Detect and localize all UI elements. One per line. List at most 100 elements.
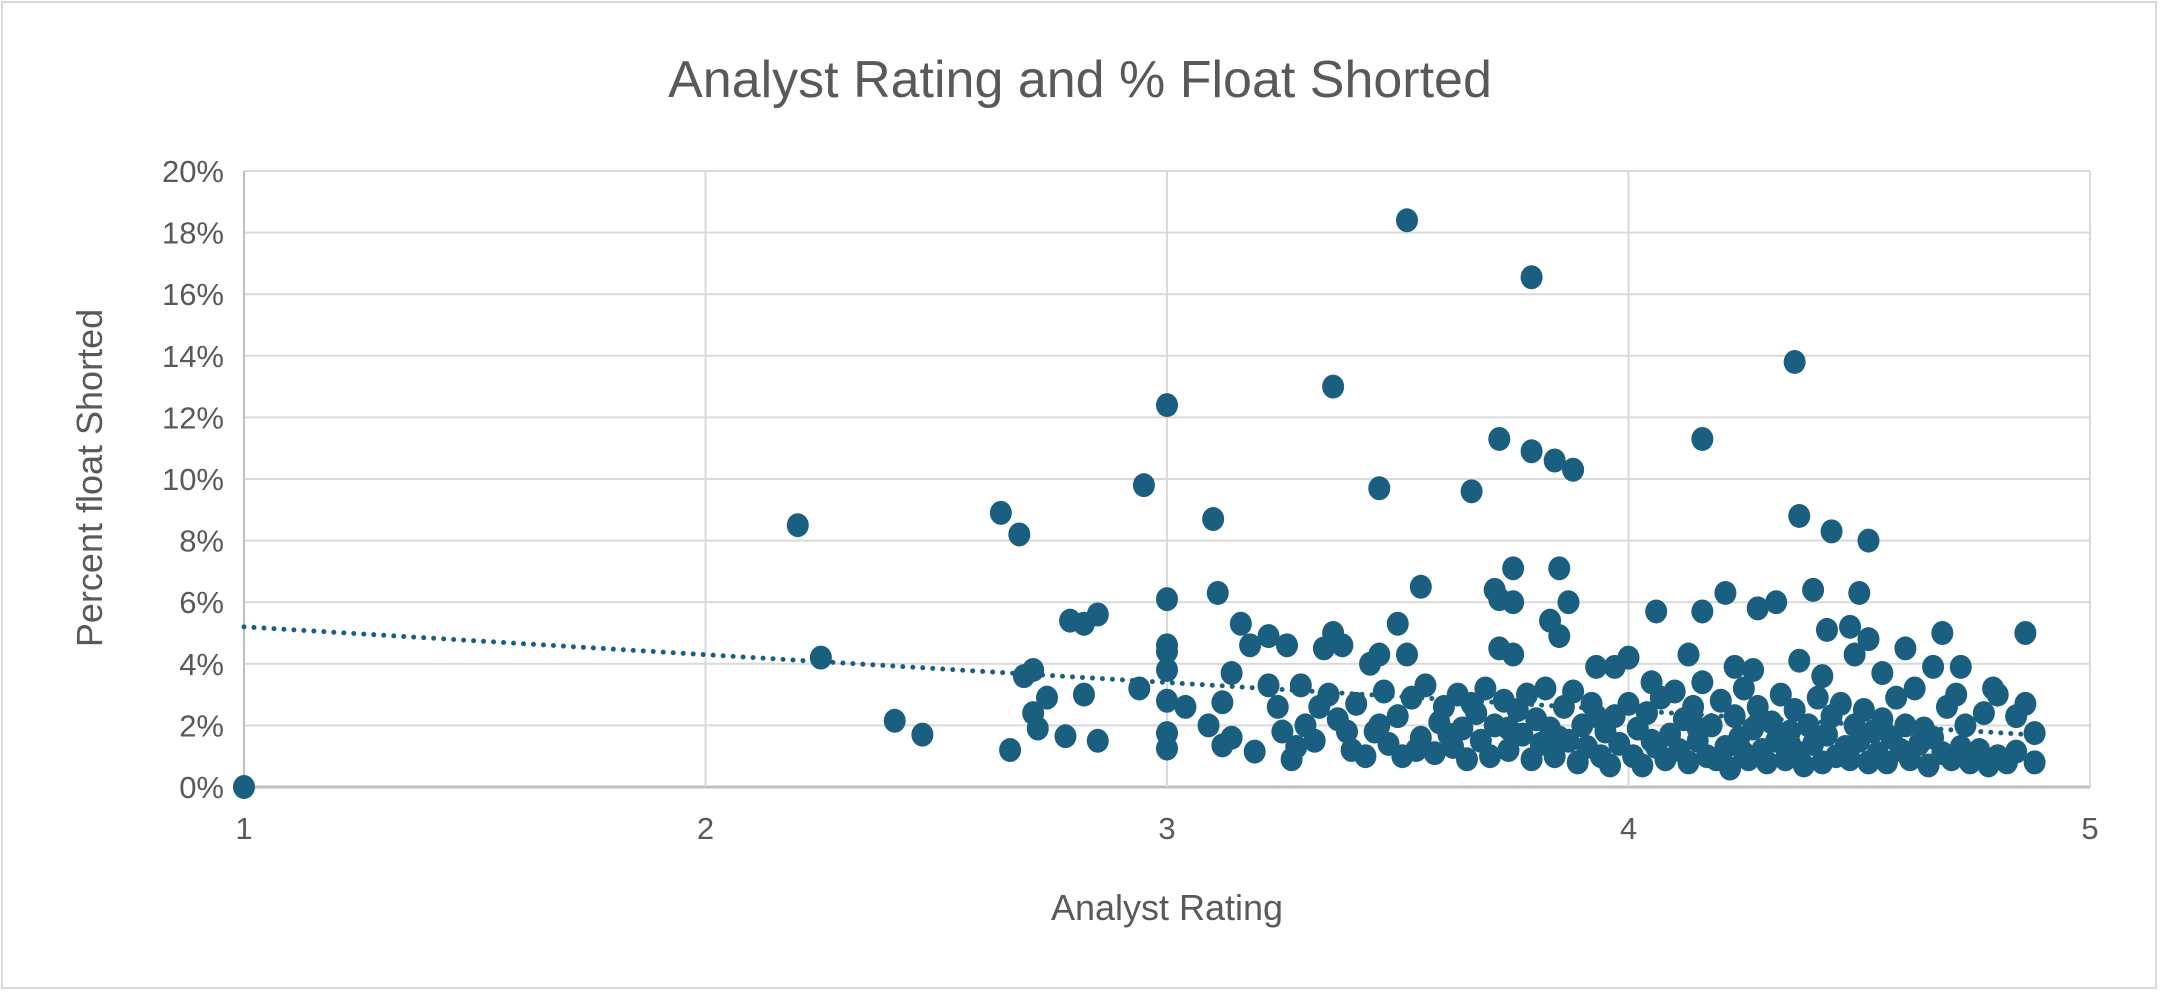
data-point [1806, 685, 1829, 710]
data-point [1156, 587, 1178, 612]
data-point [1534, 676, 1557, 701]
data-point [1386, 704, 1409, 729]
data-point [1972, 701, 1995, 726]
data-point [1857, 627, 1880, 652]
data-point [1548, 624, 1571, 649]
data-point [1585, 704, 1608, 729]
data-point [1640, 728, 1663, 753]
data-point [1368, 476, 1391, 501]
data-point [1460, 691, 1483, 716]
data-point [1502, 590, 1525, 615]
data-point [1631, 753, 1654, 778]
data-point [1719, 756, 1742, 781]
data-point [786, 513, 809, 538]
data-point [1022, 657, 1045, 682]
data-point [1455, 747, 1478, 772]
data-point [1359, 651, 1382, 676]
data-point [1949, 654, 1972, 679]
x-tick-label: 5 [2081, 811, 2098, 846]
data-point [1243, 739, 1266, 764]
data-point [1815, 722, 1838, 747]
chart-title: Analyst Rating and % Float Shorted [668, 51, 1492, 109]
data-point [1354, 744, 1377, 769]
data-point [1723, 704, 1746, 729]
data-point [1788, 648, 1811, 673]
data-point [1769, 682, 1792, 707]
data-point [1206, 580, 1229, 605]
y-axis-title: Percent float Shorted [69, 309, 110, 647]
data-point [1986, 682, 2009, 707]
data-point [1797, 713, 1820, 738]
data-point [1220, 725, 1243, 750]
data-point [1843, 642, 1866, 667]
data-point [1714, 580, 1737, 605]
data-point [1839, 614, 1862, 639]
y-tick-label: 12% [162, 400, 224, 435]
data-point [1557, 590, 1580, 615]
data-point [911, 722, 934, 747]
data-point [1128, 676, 1151, 701]
data-point [1677, 642, 1700, 667]
data-point [1686, 716, 1709, 741]
data-point [1395, 642, 1418, 667]
data-point [1502, 556, 1525, 581]
data-point [1691, 599, 1714, 624]
data-point [1275, 633, 1298, 658]
data-point [1543, 744, 1566, 769]
data-point [1548, 556, 1571, 581]
data-point [1520, 265, 1543, 290]
data-point [1289, 673, 1312, 698]
data-point [1857, 528, 1880, 553]
data-point [999, 738, 1022, 763]
data-point [1211, 690, 1234, 715]
data-point [1543, 448, 1566, 473]
data-point [1732, 741, 1755, 766]
x-tick-label: 2 [697, 811, 714, 846]
y-tick-label: 16% [162, 277, 224, 312]
data-point [1562, 457, 1585, 482]
data-point [1132, 473, 1155, 498]
data-point [1783, 349, 1806, 374]
data-point [1562, 679, 1585, 704]
data-point [1931, 621, 1954, 645]
data-point [1072, 682, 1095, 707]
data-point [1760, 710, 1783, 735]
data-point [1515, 682, 1538, 707]
data-point [2005, 704, 2028, 729]
data-point [1156, 688, 1178, 713]
data-point [1414, 673, 1437, 698]
data-point [1677, 750, 1700, 775]
data-point [1372, 679, 1395, 704]
data-point [1008, 522, 1031, 547]
data-point [1663, 679, 1686, 704]
data-point [1322, 374, 1345, 399]
data-point [1903, 676, 1926, 701]
data-point [2014, 621, 2037, 645]
y-tick-label: 2% [179, 708, 224, 743]
data-point [1285, 734, 1308, 759]
data-point [1331, 633, 1354, 658]
data-point [1723, 654, 1746, 679]
data-points [233, 208, 2046, 799]
data-point [1709, 688, 1732, 713]
data-point [1257, 673, 1280, 698]
data-point [1894, 636, 1917, 661]
data-point [1935, 694, 1958, 719]
data-point [1635, 701, 1658, 726]
data-point [1174, 694, 1197, 719]
data-point [1788, 503, 1811, 528]
data-point [1746, 596, 1769, 621]
data-point [1871, 661, 1894, 686]
data-point [1548, 725, 1571, 750]
data-point [1220, 661, 1243, 686]
data-point [1488, 426, 1511, 451]
data-point [1335, 719, 1358, 744]
data-point [1312, 636, 1335, 661]
data-point [1765, 590, 1788, 615]
data-point [1839, 747, 1862, 772]
x-axis-title: Analyst Rating [1051, 887, 1283, 928]
data-point [1848, 580, 1871, 605]
data-point [809, 645, 832, 670]
